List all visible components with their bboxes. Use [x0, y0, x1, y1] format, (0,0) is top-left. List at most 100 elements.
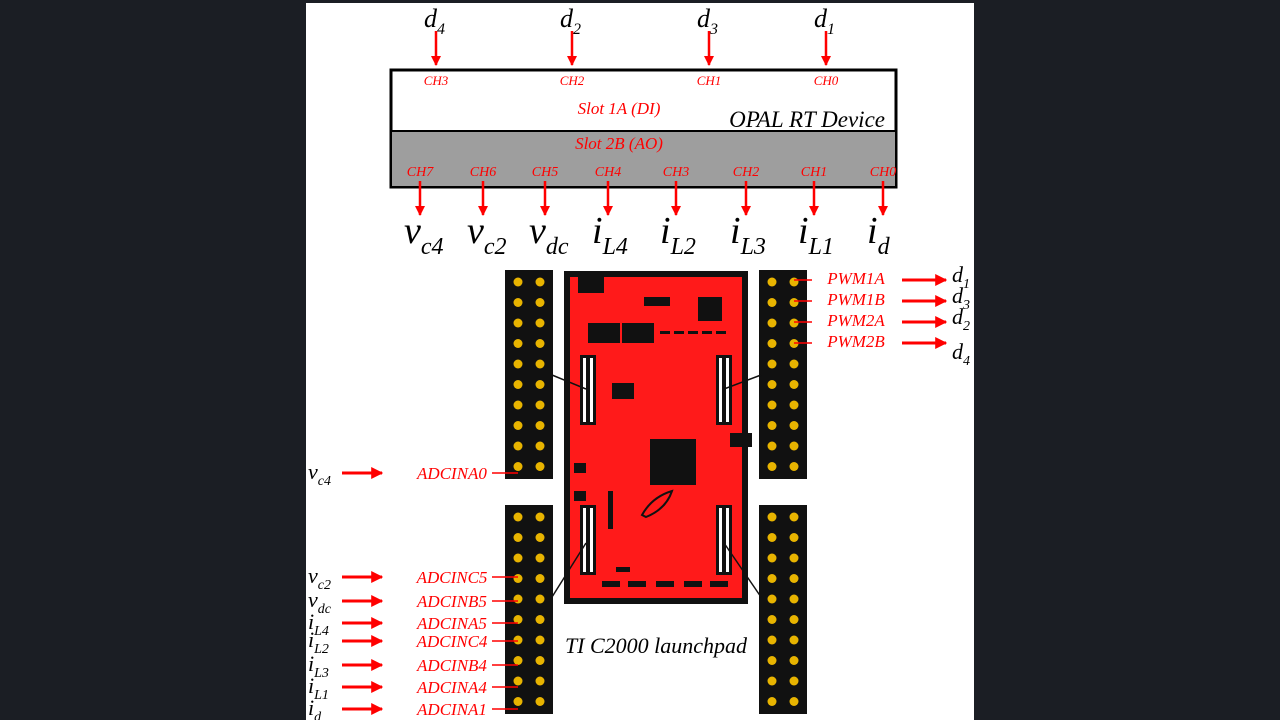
ao-channel-label-2: CH5: [532, 165, 558, 180]
pwm-pin-label-2: PWM2A: [826, 311, 885, 330]
pwm-signal-1-subscript: 3: [962, 298, 970, 313]
ao-signal-6: iL1: [798, 210, 834, 260]
di-signal-0-subscript: 4: [437, 21, 445, 38]
chip-top-right: [698, 297, 722, 321]
header-right-top-pin: [767, 380, 777, 389]
device-name: OPAL RT Device: [729, 107, 885, 132]
header-right-bottom-pin: [767, 635, 777, 645]
ao-signal-5-subscript: L3: [740, 234, 766, 260]
header-right-bottom-pin: [789, 615, 799, 624]
adc-pin-label-3: ADCINC4: [416, 632, 488, 651]
header-right-bottom-pin: [789, 553, 799, 563]
adc-signal-3: iL2: [308, 627, 329, 657]
header-right-bottom-pin: [767, 553, 777, 563]
di-signal-3-subscript: 1: [827, 21, 835, 38]
ao-signal-7-symbol: i: [867, 210, 878, 252]
header-left-bottom-pin: [535, 574, 545, 583]
header-right-bottom-pin: [789, 656, 799, 665]
header-right-top-pin: [767, 277, 777, 287]
board-bottom-parts: [602, 567, 728, 587]
header-left-bottom-pin: [513, 697, 523, 706]
adc-signal-5: iL1: [308, 673, 329, 703]
chip-left-2: [622, 323, 654, 343]
header-right-top-pin: [789, 380, 799, 389]
adc-signal-5-symbol: i: [308, 673, 314, 698]
ao-channel-label-6: CH1: [801, 165, 827, 180]
header-right-top-pin: [767, 462, 777, 471]
header-left-top-pin: [513, 421, 523, 430]
header-left-bottom-pin: [535, 594, 545, 604]
header-left-top-pin: [535, 462, 545, 471]
leader-lines: [551, 374, 762, 598]
header-left-bottom-pin: [513, 615, 523, 624]
adc-pin-label-0: ADCINC5: [416, 568, 488, 587]
header-right-top-pin: [767, 421, 777, 430]
di-signal-1-symbol: d: [560, 4, 574, 33]
adc-pin-label-1: ADCINB5: [416, 592, 487, 611]
header-left-bottom-pin: [513, 635, 523, 645]
adc-signal-0-symbol: v: [308, 563, 318, 588]
ao-signal-0: vc4: [404, 210, 444, 260]
pwm-signal-1: d3: [952, 283, 970, 313]
header-left-top-pin: [513, 318, 523, 328]
adc-signal-6: id: [308, 695, 322, 720]
pwm-signal-3-symbol: d: [952, 339, 964, 364]
header-left-bottom-pin: [513, 594, 523, 604]
ao-signal-4: iL2: [660, 210, 696, 260]
pwm-signal-2-subscript: 2: [963, 319, 970, 334]
smd-1: [574, 463, 586, 473]
adc-signal-2-subscript: L4: [313, 624, 329, 639]
header-right-bottom-pin: [767, 533, 777, 542]
ao-channel-label-3: CH4: [595, 165, 621, 180]
header-right-bottom-pin: [767, 676, 777, 686]
header-left-top-pin: [513, 462, 523, 471]
header-left-top-pin: [535, 400, 545, 410]
header-right-top-pin: [789, 421, 799, 430]
board-dash-row: [660, 331, 726, 334]
board-sockets: [580, 355, 732, 575]
header-right-bottom-pin: [767, 615, 777, 624]
header-right-top-pin: [789, 298, 799, 307]
adc-signal-0-subscript: c2: [318, 578, 331, 593]
launchpad-board: [564, 271, 752, 604]
header-left-top-pin: [535, 359, 545, 369]
header-right-bottom-pin: [789, 697, 799, 706]
header-right-top-pin: [789, 277, 799, 287]
ao-channel-label-1: CH6: [470, 165, 496, 180]
slot-ao-band: [392, 131, 895, 186]
header-left-top-pin: [535, 318, 545, 328]
header-left-top-pin: [535, 380, 545, 389]
pwm-pin-label-3: PWM2B: [826, 332, 885, 351]
slot-ao-label: Slot 2B (AO): [575, 134, 663, 153]
adc-signal-2-symbol: i: [308, 609, 314, 634]
ao-signal-2: vdc: [529, 210, 569, 260]
header-right-bottom: [759, 505, 807, 714]
ao-signal-7-subscript: d: [878, 234, 891, 260]
ao-channel-label-0: CH7: [407, 165, 434, 180]
di-channel-label-2: CH1: [697, 73, 722, 88]
chip-top-mid: [644, 297, 670, 306]
header-left-top: [505, 270, 553, 479]
di-signal-3-symbol: d: [814, 4, 828, 33]
adc-signal-3-symbol: i: [308, 627, 314, 652]
header-left-bottom-pin: [535, 553, 545, 563]
di-channel-label-3: CH0: [814, 73, 839, 88]
pin-headers: [505, 270, 807, 714]
di-signal-2: d3: [697, 4, 718, 38]
header-right-top-body: [759, 270, 807, 479]
adc-signal-top-subscript: c4: [318, 474, 331, 489]
header-right-top-pin: [767, 359, 777, 369]
header-left-top-pin: [535, 277, 545, 287]
socket-tl-bar: [586, 358, 590, 422]
di-signal-1: d2: [560, 4, 581, 38]
header-right-bottom-pin: [789, 676, 799, 686]
header-left-top-pin: [535, 421, 545, 430]
header-right-bottom-pin: [789, 512, 799, 522]
header-right-bottom-pin: [767, 574, 777, 583]
ao-signal-3-symbol: i: [592, 210, 603, 252]
ao-signal-3-subscript: L4: [602, 234, 628, 260]
adc-signal-1-symbol: v: [308, 587, 318, 612]
pwm-pin-label-1: PWM1B: [826, 290, 885, 309]
